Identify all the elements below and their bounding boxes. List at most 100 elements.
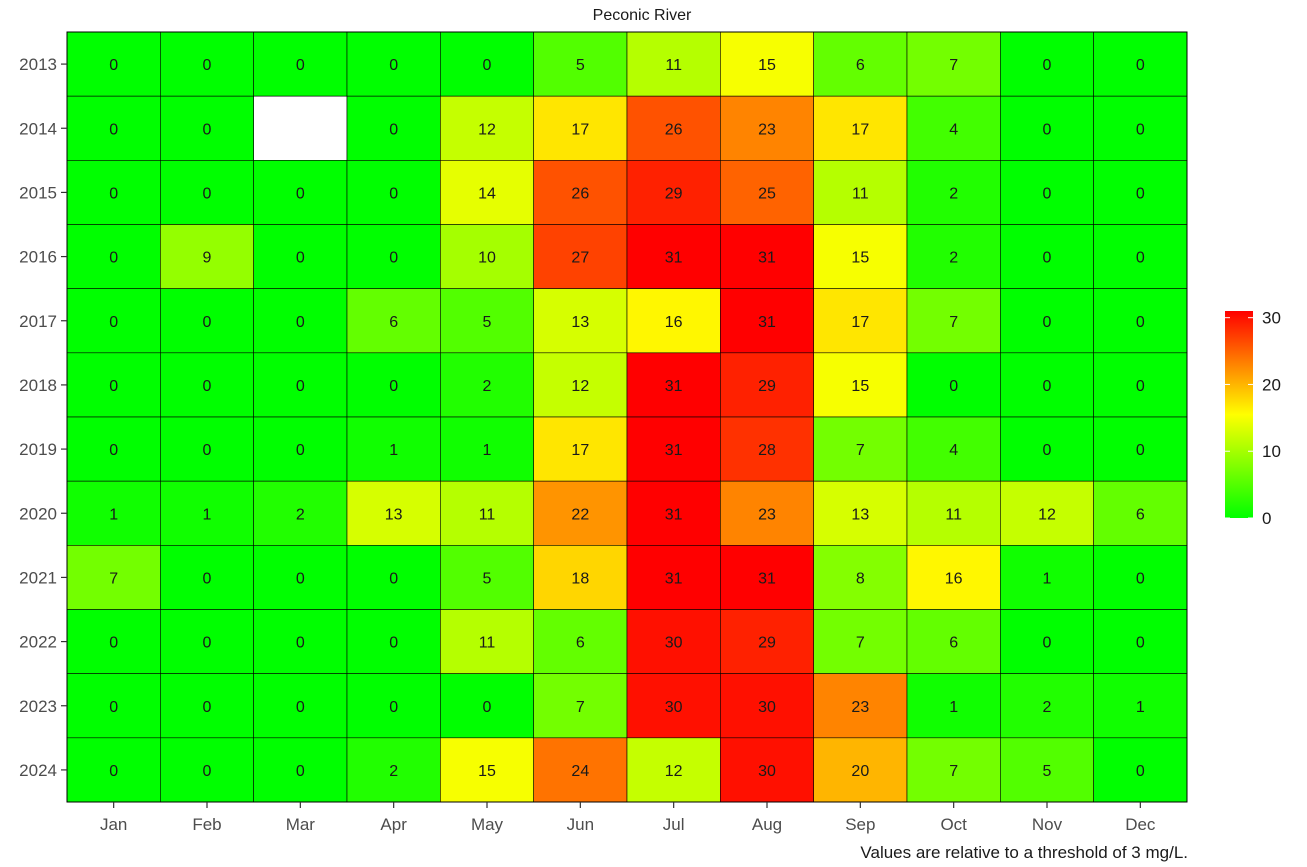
cell-value-label: 0 xyxy=(296,314,305,331)
heatmap-cell xyxy=(160,480,254,546)
cell-value-label: 0 xyxy=(203,57,212,74)
cell-value-label: 0 xyxy=(203,699,212,716)
cell-value-label: 10 xyxy=(478,250,496,267)
cell-value-label: 5 xyxy=(576,57,585,74)
heatmap-cell xyxy=(66,737,161,803)
heatmap-cell xyxy=(720,609,814,674)
cell-value-label: 26 xyxy=(665,121,683,138)
heatmap-cell xyxy=(720,480,814,546)
heatmap-cell xyxy=(253,609,348,674)
heatmap-cell xyxy=(720,545,814,610)
heatmap-cells xyxy=(66,31,1188,803)
cell-value-label: 0 xyxy=(203,763,212,780)
cell-value-label: 0 xyxy=(109,314,118,331)
y-tick-label: 2020 xyxy=(19,504,57,523)
heatmap-cell xyxy=(1093,95,1188,161)
cell-value-label: 31 xyxy=(665,570,683,587)
cell-value-label: 0 xyxy=(296,699,305,716)
cell-value-label: 6 xyxy=(389,314,398,331)
heatmap-cell xyxy=(626,224,721,289)
heatmap-cell xyxy=(253,95,348,161)
heatmap-cell xyxy=(720,95,814,161)
heatmap-cell xyxy=(346,545,441,610)
cell-value-label: 0 xyxy=(296,250,305,267)
cell-value-label: 0 xyxy=(1043,378,1052,395)
cell-value-label: 23 xyxy=(851,699,869,716)
heatmap-cell xyxy=(253,737,348,803)
cell-value-label: 15 xyxy=(478,763,496,780)
heatmap-cell xyxy=(1093,609,1188,674)
cell-value-label: 0 xyxy=(109,121,118,138)
x-tick-label: Aug xyxy=(752,815,782,834)
y-tick-label: 2023 xyxy=(19,697,57,716)
heatmap-cell xyxy=(626,352,721,418)
cell-value-label: 5 xyxy=(1043,763,1052,780)
cell-value-label: 0 xyxy=(203,314,212,331)
x-tick-label: Apr xyxy=(380,815,407,834)
heatmap-cell xyxy=(1000,416,1094,482)
y-tick-label: 2024 xyxy=(19,761,57,780)
cell-value-label: 13 xyxy=(385,506,403,523)
heatmap-cell xyxy=(533,288,628,354)
heatmap-cell xyxy=(346,224,441,289)
cell-value-label: 23 xyxy=(758,506,776,523)
cell-value-label: 0 xyxy=(296,635,305,652)
heatmap-cell xyxy=(720,416,814,482)
x-tick-label: Nov xyxy=(1032,815,1063,834)
cell-value-label: 17 xyxy=(851,121,869,138)
cell-value-label: 0 xyxy=(1136,57,1145,74)
cell-value-label: 0 xyxy=(109,250,118,267)
heatmap-cell xyxy=(813,545,908,610)
heatmap-cell xyxy=(813,288,908,354)
cell-value-label: 17 xyxy=(571,442,589,459)
cell-value-label: 0 xyxy=(483,699,492,716)
cell-value-label: 1 xyxy=(109,506,118,523)
heatmap-cell xyxy=(253,480,348,546)
cell-value-label: 0 xyxy=(296,185,305,202)
heatmap-cell xyxy=(440,95,534,161)
heatmap-cell xyxy=(440,480,534,546)
heatmap-cell xyxy=(253,224,348,289)
heatmap-cell-labels: 0 0 0 0 0 5 11 15 6 7 0 00 0 0 12 17 26 23 17 4 0 00 0 0 0 14 26 29… xyxy=(109,57,1145,780)
cell-value-label: 12 xyxy=(478,121,496,138)
cell-value-label: 9 xyxy=(203,250,212,267)
heatmap-cell xyxy=(813,480,908,546)
heatmap-cell xyxy=(1093,416,1188,482)
x-tick-label: Sep xyxy=(845,815,875,834)
cell-value-label: 11 xyxy=(852,185,869,202)
cell-value-label: 0 xyxy=(203,378,212,395)
cell-value-label: 0 xyxy=(203,635,212,652)
legend-colorbar xyxy=(1225,311,1253,518)
cell-value-label: 31 xyxy=(665,506,683,523)
cell-value-label: 7 xyxy=(949,763,958,780)
legend-tick-label: 30 xyxy=(1262,309,1281,328)
cell-value-label: 0 xyxy=(1043,185,1052,202)
cell-value-label: 0 xyxy=(203,442,212,459)
heatmap-cell xyxy=(440,416,534,482)
color-legend: 0 10 20 30 xyxy=(1225,309,1281,528)
heatmap-cell xyxy=(160,545,254,610)
heatmap-cell xyxy=(160,288,254,354)
cell-value-label: 8 xyxy=(856,570,865,587)
x-tick-label: Oct xyxy=(940,815,967,834)
cell-value-label: 7 xyxy=(109,570,118,587)
heatmap-cell xyxy=(1093,160,1188,225)
x-axis: Jan Feb Mar Apr May Jun Jul Aug Sep Oct Nov Dec xyxy=(100,802,1156,834)
cell-value-label: 12 xyxy=(571,378,589,395)
cell-value-label: 0 xyxy=(203,121,212,138)
cell-value-label: 29 xyxy=(758,635,776,652)
y-tick-label: 2014 xyxy=(19,119,57,138)
heatmap-cell xyxy=(1000,480,1094,546)
cell-value-label: 0 xyxy=(389,378,398,395)
heatmap-cell xyxy=(253,416,348,482)
cell-value-label: 0 xyxy=(296,57,305,74)
x-tick-label: Mar xyxy=(286,815,316,834)
x-tick-label: Jul xyxy=(663,815,685,834)
legend-tick-label: 0 xyxy=(1262,509,1271,528)
heatmap-cell xyxy=(66,609,161,674)
cell-value-label: 17 xyxy=(571,121,589,138)
cell-value-label: 31 xyxy=(758,570,776,587)
heatmap-cell xyxy=(160,224,254,289)
cell-value-label: 29 xyxy=(758,378,776,395)
